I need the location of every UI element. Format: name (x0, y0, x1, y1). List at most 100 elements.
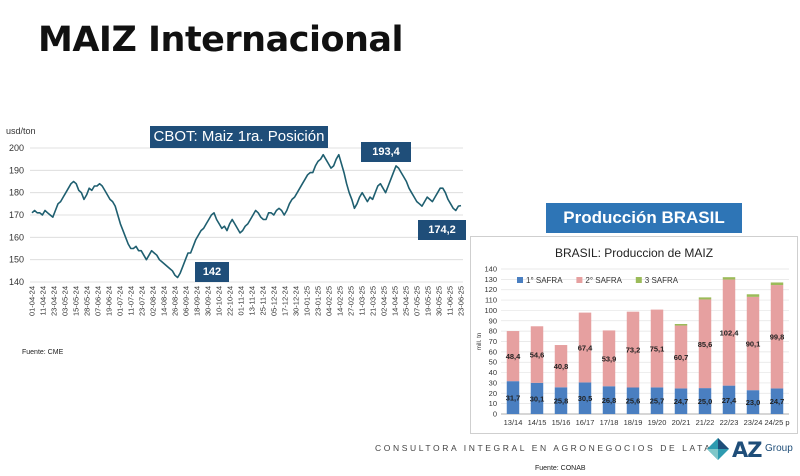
production-header: Producción BRASIL (546, 203, 742, 233)
bar-segment (506, 331, 520, 382)
x-tick-label: 14-04-25 (391, 286, 400, 316)
y-tick-label: 10 (489, 399, 497, 408)
y-tick-label: 140 (484, 265, 497, 274)
x-tick-label: 14-02-25 (336, 286, 345, 316)
x-tick-label: 21-03-25 (369, 286, 378, 316)
x-tick-label: 28-05-24 (83, 286, 92, 316)
bar-value-label: 48,4 (506, 352, 521, 361)
x-tick-label: 07-05-25 (413, 286, 422, 316)
bar-segment (698, 388, 712, 414)
bar-segment (770, 285, 784, 389)
az-group-logo: AZ Group (706, 437, 796, 463)
bar-value-label: 31,7 (506, 394, 521, 403)
x-tick-label: 23-01-25 (314, 286, 323, 316)
bar-segment (578, 312, 592, 383)
y-tick-label: 180 (9, 188, 24, 198)
x-tick-label: 23-04-24 (50, 286, 59, 316)
bar-segment (674, 323, 688, 326)
bar-segment (554, 387, 568, 414)
y-axis-unit-label: usd/ton (6, 126, 36, 136)
bar-segment (650, 309, 664, 388)
x-tick-label: 26-08-24 (171, 286, 180, 316)
footer-text: CONSULTORA INTEGRAL EN AGRONEGOCIOS DE L… (375, 443, 723, 453)
bar-value-label: 25,6 (626, 397, 641, 406)
y-tick-label: 40 (489, 368, 497, 377)
y-tick-label: 120 (484, 285, 497, 294)
x-tick-label: 11-03-25 (358, 286, 367, 315)
x-category-label: 13/14 (504, 418, 523, 427)
x-tick-label: 01-11-24 (237, 286, 246, 315)
y-tick-label: 140 (9, 277, 24, 287)
x-tick-label: 03-05-24 (61, 286, 70, 316)
bar-value-label: 67,4 (578, 344, 593, 353)
brasil-bar-chart-panel: BRASIL: Produccion de MAIZ 0 10 20 30 40 50 60 7… (470, 236, 798, 434)
x-tick-label: 11-06-25 (446, 286, 455, 315)
x-tick-label: 02-04-25 (380, 286, 389, 316)
y-tick-label: 160 (9, 232, 24, 242)
x-tick-label: 14-08-24 (160, 286, 169, 316)
bar-value-label: 25,8 (554, 397, 569, 406)
bar-segment (626, 311, 640, 388)
x-tick-label: 27-02-25 (347, 286, 356, 316)
x-category-label: 24/25 p (764, 418, 789, 427)
x-tick-label: 07-06-24 (94, 286, 103, 316)
logo-text: AZ (732, 438, 763, 462)
legend-label: 1° SAFRA (526, 276, 563, 285)
x-category-label: 18/19 (624, 418, 643, 427)
bar-value-label: 90,1 (746, 340, 761, 349)
x-tick-label: 22-10-24 (226, 286, 235, 316)
y-tick-label: 190 (9, 165, 24, 175)
x-category-label: 14/15 (528, 418, 547, 427)
x-category-label: 17/18 (600, 418, 619, 427)
bar-segment (674, 388, 688, 414)
bar-value-label: 102,4 (720, 329, 740, 338)
bar-segment (698, 299, 712, 389)
bar-segment (722, 277, 736, 280)
y-tick-label: 150 (9, 255, 24, 265)
y-tick-label: 90 (489, 316, 497, 325)
y-tick-label: 70 (489, 337, 497, 346)
x-category-label: 16/17 (576, 418, 595, 427)
bar-value-label: 53,9 (602, 354, 617, 363)
legend-label: 3 SAFRA (645, 276, 679, 285)
legend-swatch (635, 277, 642, 283)
bar-segment (770, 282, 784, 286)
y-tick-label: 50 (489, 358, 497, 367)
bar-segment (650, 387, 664, 414)
x-tick-label: 30-09-24 (204, 286, 213, 316)
x-category-label: 21/22 (696, 418, 715, 427)
x-tick-label: 01-04-24 (28, 286, 37, 316)
y-tick-label: 110 (485, 296, 497, 305)
bar-value-label: 40,8 (554, 362, 569, 371)
y-tick-label: 30 (489, 378, 497, 387)
y-tick-label: 200 (9, 143, 24, 153)
bar-segment (530, 326, 544, 383)
bar-value-label: 24,7 (674, 397, 689, 406)
x-tick-label: 25-11-24 (259, 286, 268, 315)
x-tick-label: 01-07-24 (116, 286, 125, 316)
x-category-label: 22/23 (720, 418, 739, 427)
bar-segment (770, 388, 784, 414)
y-tick-label: 170 (9, 210, 24, 220)
bar-segment (722, 279, 736, 386)
bar-segment (746, 294, 760, 297)
bar-chart-y-label: mill. tn (477, 333, 483, 350)
cbot-price-line (31, 153, 462, 279)
bar-segment (530, 382, 544, 414)
bar-value-label: 99,8 (770, 333, 785, 342)
y-tick-label: 0 (493, 410, 497, 419)
x-tick-label: 05-12-24 (270, 286, 279, 316)
bar-value-label: 30,1 (530, 394, 545, 403)
bar-value-label: 54,6 (530, 351, 545, 360)
x-tick-label: 10-10-24 (215, 286, 224, 316)
legend-label: 2° SAFRA (585, 276, 622, 285)
x-tick-label: 25-04-25 (402, 286, 411, 316)
bar-segment (554, 345, 568, 388)
x-tick-label: 10-01-25 (303, 286, 312, 316)
bar-value-label: 26,8 (602, 396, 617, 405)
bar-chart-title: BRASIL: Produccion de MAIZ (555, 246, 713, 260)
bar-segment (578, 382, 592, 414)
legend-swatch (517, 277, 523, 283)
bar-value-label: 25,7 (650, 397, 665, 406)
x-tick-label: 11-07-24 (127, 286, 136, 315)
